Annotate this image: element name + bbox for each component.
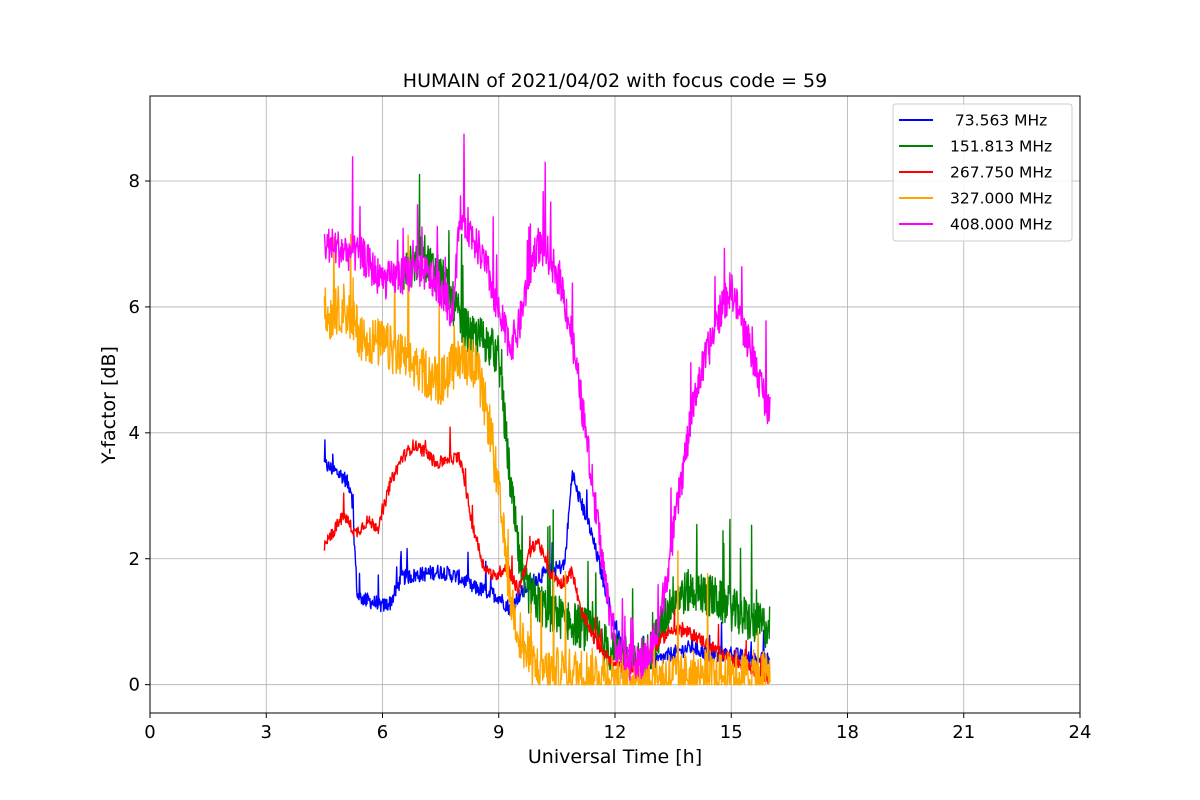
x-tick-label: 12	[604, 722, 627, 743]
y-tick-label: 2	[129, 549, 140, 570]
y-tick-label: 4	[129, 423, 140, 444]
legend-label: 327.000 MHz	[950, 190, 1052, 208]
y-tick-label: 6	[129, 297, 140, 318]
y-axis-ticks: 0 2 4 6 8	[129, 171, 150, 696]
x-tick-label: 24	[1069, 722, 1092, 743]
x-tick-label: 0	[144, 722, 155, 743]
series-layer	[323, 133, 771, 686]
x-tick-label: 15	[720, 722, 743, 743]
series-line	[323, 426, 771, 685]
x-tick-label: 3	[261, 722, 272, 743]
y-tick-label: 0	[129, 675, 140, 696]
x-tick-label: 9	[493, 722, 504, 743]
series-line	[323, 233, 771, 686]
legend: 73.563 MHz 151.813 MHz 267.750 MHz 327.000 …	[892, 103, 1073, 242]
x-tick-label: 18	[836, 722, 859, 743]
legend-label: 408.000 MHz	[950, 216, 1052, 234]
legend-label: 151.813 MHz	[950, 138, 1052, 156]
x-axis-label: Universal Time [h]	[528, 746, 702, 768]
y-axis-label: Y-factor [dB]	[98, 346, 120, 465]
series-line	[323, 133, 771, 681]
x-axis-ticks: 0 3 6 9 12 15 18 21 24	[144, 713, 1091, 743]
y-tick-label: 8	[129, 171, 140, 192]
chart-title: HUMAIN of 2021/04/02 with focus code = 5…	[403, 70, 827, 92]
x-tick-label: 6	[377, 722, 388, 743]
legend-label: 267.750 MHz	[950, 164, 1052, 182]
series-line	[401, 173, 771, 682]
x-tick-label: 21	[952, 722, 975, 743]
legend-frame	[892, 103, 1073, 242]
legend-label: 73.563 MHz	[950, 112, 1047, 130]
